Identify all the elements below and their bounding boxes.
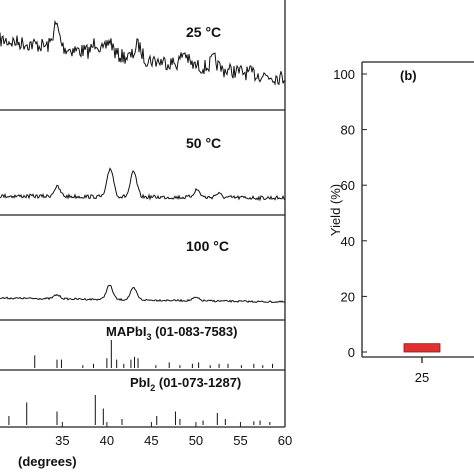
yield-x-tick-label-25: 25 [415,370,429,385]
x-tick-label: 40 [100,433,114,448]
reference-label-pbi2: PbI2 (01-073-1287) [130,375,241,393]
x-tick-label: 55 [233,433,247,448]
yield-panel: (b) 0 20 40 60 80 100 Yield (%) 25 [328,61,474,385]
xrd-x-axis-label: (degrees) [18,454,77,469]
yield-bar-25 [403,343,441,353]
reference-label-mapbi3: MAPbI3 (01-083-7583) [106,324,237,342]
xrd-x-ticks: 35 40 45 50 55 60 [55,422,292,448]
yield-y-axis-label: Yield (%) [328,184,343,236]
xrd-panel: 25 °C 50 °C 100 °C MAPbI3 (01-083-7583) … [0,0,292,469]
y-tick-label: 60 [341,178,355,193]
reference-sticks-mapbi3 [34,340,274,368]
yield-panel-label: (b) [400,68,417,83]
series-label-25c: 25 °C [186,24,221,40]
xrd-trace-50c [0,167,286,202]
x-tick-label: 35 [55,433,69,448]
y-tick-label: 0 [348,345,355,360]
xrd-trace-25c [0,19,286,86]
y-tick-label: 80 [341,123,355,138]
y-tick-label: 40 [341,234,355,249]
yield-y-ticks: 0 20 40 60 80 100 [333,67,367,360]
x-tick-label: 45 [144,433,158,448]
series-label-50c: 50 °C [186,135,221,151]
y-tick-label: 100 [333,67,355,82]
series-label-100c: 100 °C [186,238,229,254]
xrd-trace-100c [0,284,286,304]
y-tick-label: 20 [341,289,355,304]
x-tick-label: 50 [189,433,203,448]
x-tick-label: 60 [278,433,292,448]
reference-sticks-pbi2 [8,395,271,425]
